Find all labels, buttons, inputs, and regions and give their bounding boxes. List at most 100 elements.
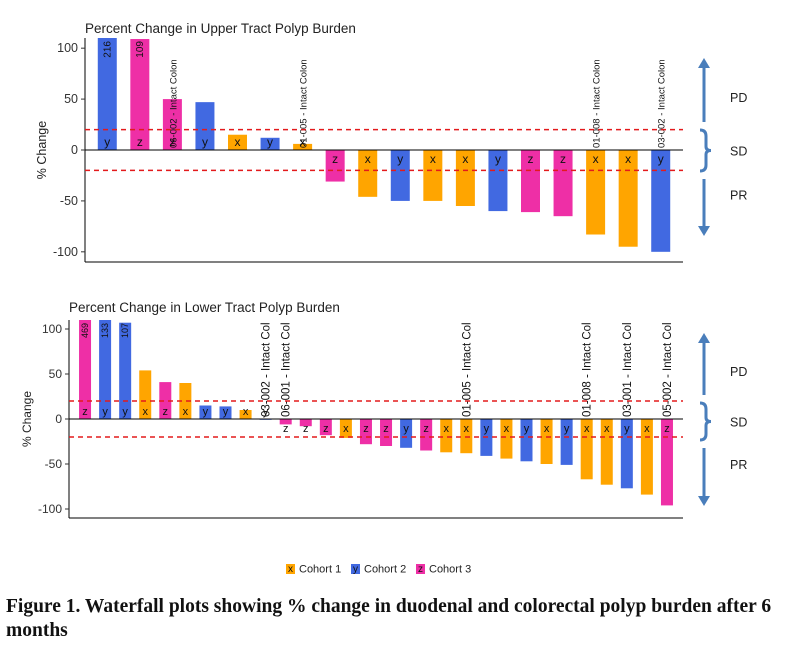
figure-caption: Figure 1. Waterfall plots showing % chan… bbox=[6, 596, 772, 641]
bar bbox=[500, 419, 513, 459]
cohort-label: y bbox=[263, 406, 269, 418]
bar bbox=[119, 322, 132, 419]
cohort-label: x bbox=[300, 135, 306, 149]
bar bbox=[195, 102, 215, 150]
y-tick-label: 0 bbox=[71, 143, 78, 157]
y-axis-label: % Change bbox=[20, 391, 34, 447]
cohort-label: z bbox=[303, 423, 309, 435]
bar bbox=[540, 419, 553, 464]
y-tick-label: -50 bbox=[45, 457, 63, 471]
value-label: 107 bbox=[120, 323, 130, 338]
legend-label: Cohort 2 bbox=[364, 564, 406, 576]
cohort-label: y bbox=[524, 423, 530, 435]
value-label: 469 bbox=[80, 323, 90, 338]
bar bbox=[580, 419, 593, 480]
cohort-label: x bbox=[343, 423, 349, 435]
bar-annotation: 03-001 - Intact Col bbox=[622, 322, 634, 417]
y-tick-label: 50 bbox=[64, 92, 78, 106]
cohort-label: x bbox=[644, 423, 650, 435]
response-band-label: PR bbox=[730, 458, 747, 472]
value-label: 133 bbox=[100, 323, 110, 338]
legend-label: Cohort 1 bbox=[299, 564, 341, 576]
bar-annotation: 03-002 - Intact Colon bbox=[657, 59, 668, 148]
cohort-label: x bbox=[593, 152, 599, 166]
bar bbox=[600, 419, 613, 485]
cohort-label: x bbox=[235, 135, 241, 149]
cohort-label: x bbox=[464, 423, 470, 435]
bar bbox=[460, 419, 473, 454]
bar bbox=[239, 410, 252, 419]
cohort-label: z bbox=[332, 152, 338, 166]
cohort-label: y bbox=[102, 406, 108, 418]
y-tick-label: -100 bbox=[38, 502, 62, 516]
bar bbox=[159, 382, 172, 419]
bar bbox=[260, 137, 280, 150]
legend-swatch bbox=[351, 564, 360, 574]
bar-annotation: 05-002 - Intact Col bbox=[662, 322, 674, 417]
cohort-label: x bbox=[584, 423, 590, 435]
cohort-label: y bbox=[564, 423, 570, 435]
cohort-label: z bbox=[383, 423, 389, 435]
bar bbox=[97, 38, 117, 150]
cohort-label: x bbox=[430, 152, 436, 166]
cohort-label: x bbox=[544, 423, 550, 435]
cohort-label: x bbox=[142, 406, 148, 418]
bar bbox=[162, 99, 182, 150]
bar bbox=[219, 406, 232, 419]
bar bbox=[618, 150, 638, 247]
bar bbox=[520, 419, 533, 462]
cohort-label: z bbox=[664, 423, 670, 435]
cohort-label: y bbox=[202, 135, 208, 149]
bar-annotation: 01-005 - Intact Col bbox=[461, 322, 473, 417]
cohort-label: x bbox=[243, 406, 249, 418]
y-tick-label: 100 bbox=[57, 41, 78, 55]
response-band-label: SD bbox=[730, 145, 747, 159]
bar bbox=[521, 150, 540, 213]
cohort-label: z bbox=[137, 135, 143, 149]
legend-swatch bbox=[286, 564, 295, 574]
bar bbox=[228, 134, 247, 150]
value-label: 216 bbox=[102, 41, 113, 58]
y-tick-label: 0 bbox=[55, 412, 62, 426]
cohort-label: z bbox=[323, 423, 329, 435]
y-tick-label: -50 bbox=[60, 194, 78, 208]
cohort-label: z bbox=[283, 423, 289, 435]
cohort-label: z bbox=[560, 152, 566, 166]
cohort-label: x bbox=[443, 423, 449, 435]
bar-annotation: 01-008 - Intact Colon bbox=[592, 59, 603, 148]
response-band-label: PD bbox=[730, 91, 747, 105]
pr-arrow-head bbox=[698, 226, 710, 236]
cohort-label: y bbox=[223, 406, 229, 418]
bar-annotation: 01-005 - Intact Colon bbox=[299, 59, 310, 148]
pd-arrow-head bbox=[698, 58, 710, 68]
bar bbox=[325, 150, 345, 182]
chart-title: Percent Change in Upper Tract Polyp Burd… bbox=[85, 21, 356, 36]
cohort-label: z bbox=[423, 423, 429, 435]
cohort-label: x bbox=[365, 152, 371, 166]
cohort-label: y bbox=[397, 152, 403, 166]
y-tick-label: 100 bbox=[42, 322, 62, 336]
bar-annotation: 01-008 - Intact Col bbox=[582, 322, 594, 417]
bar bbox=[390, 150, 410, 201]
cohort-label: z bbox=[363, 423, 369, 435]
cohort-label: y bbox=[104, 135, 110, 149]
cohort-label: x bbox=[625, 152, 631, 166]
bar-annotation: 06-002 - Intact Colon bbox=[168, 59, 179, 148]
cohort-label: y bbox=[484, 423, 490, 435]
bar bbox=[440, 419, 453, 453]
cohort-label: z bbox=[169, 135, 175, 149]
sd-brace bbox=[699, 128, 712, 173]
bar bbox=[423, 150, 443, 201]
bar-annotation: 06-001 - Intact Col bbox=[281, 322, 293, 417]
cohort-label: x bbox=[504, 423, 510, 435]
bar bbox=[79, 320, 92, 419]
cohort-label: x bbox=[604, 423, 610, 435]
cohort-label: z bbox=[82, 406, 88, 418]
bar bbox=[400, 419, 413, 448]
bar bbox=[199, 405, 212, 419]
cohort-label: z bbox=[528, 152, 534, 166]
cohort-label: z bbox=[163, 406, 169, 418]
bar bbox=[660, 419, 673, 506]
cohort-legend: x Cohort 1 y Cohort 2 z Cohort 3 bbox=[286, 564, 471, 576]
cohort-label: y bbox=[203, 406, 209, 418]
